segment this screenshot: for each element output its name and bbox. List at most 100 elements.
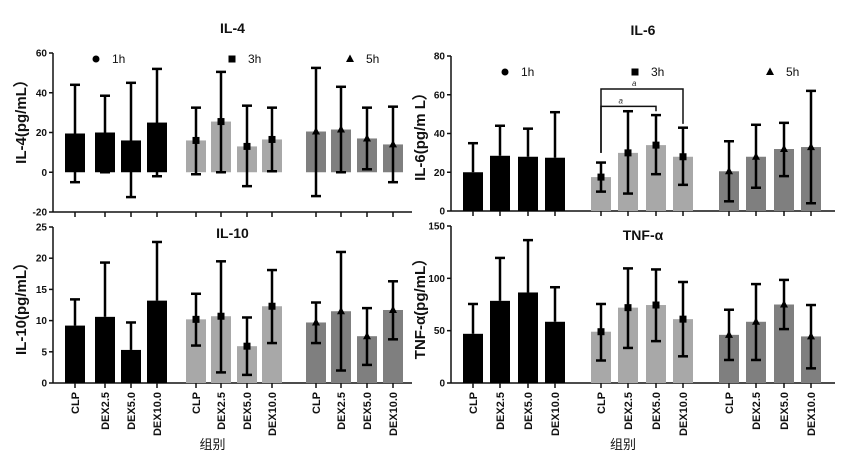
y-tick-label: -20 — [33, 208, 48, 219]
category-label: DEX2.5 — [751, 392, 763, 430]
category-label: DEX10.0 — [388, 392, 400, 436]
series-5h: CLP DEX2.5 DEX5.0 DEX10.0 — [306, 250, 403, 436]
marker-triangle — [752, 152, 760, 160]
legend-label: 3h — [651, 65, 664, 79]
x-axis-label: 组别 — [610, 437, 636, 452]
series-5h — [306, 66, 403, 217]
marker-square — [243, 142, 251, 150]
category-label: DEX10.0 — [678, 392, 690, 436]
y-tick-label: 80 — [434, 52, 446, 63]
category-label: CLP — [468, 392, 480, 414]
category-label: DEX5.0 — [651, 392, 663, 430]
category-label: DEX2.5 — [216, 392, 228, 430]
y-tick-label: 0 — [439, 379, 445, 390]
panel-tnf: TNF-α TNF-α(pg/mL） 0 50 100 150 CLP DEX2.5 DEX5.… — [411, 222, 835, 452]
y-axis-label: TNF-α(pg/mL） — [411, 251, 429, 359]
legend-label: 3h — [248, 52, 261, 66]
panel-il10: IL-10 IL-10(pg/mL） 0 5 10 15 20 25 CLP DEX2.5 DEX5… — [12, 223, 412, 452]
marker-square — [192, 315, 200, 323]
bar — [463, 172, 483, 211]
bar — [646, 305, 666, 383]
series-3h — [591, 109, 693, 216]
marker-triangle — [389, 305, 397, 313]
marker-square — [268, 135, 276, 143]
bar — [591, 177, 611, 211]
series-1h: CLP DEX2.5 DEX5.0 DEX10.0 — [463, 238, 565, 436]
y-tick-label: 40 — [434, 129, 446, 140]
bar — [545, 157, 565, 211]
marker-square — [652, 301, 660, 309]
marker-square — [679, 153, 687, 161]
y-axis-label: IL-6(pg/m L） — [411, 85, 429, 181]
marker-circle — [92, 55, 100, 63]
category-label: CLP — [724, 392, 736, 414]
category-label: CLP — [70, 392, 82, 414]
bar — [774, 149, 794, 211]
category-label: DEX2.5 — [336, 392, 348, 430]
y-axis-label: IL-10(pg/mL） — [12, 255, 30, 355]
series-1h — [463, 110, 565, 216]
marker-square — [243, 342, 251, 350]
series-5h: CLP DEX2.5 DEX5.0 DEX10.0 — [719, 278, 821, 436]
significance-label: a — [619, 96, 624, 105]
y-tick-label: 15 — [36, 285, 48, 296]
marker-square — [217, 312, 225, 320]
marker-square — [192, 136, 200, 144]
category-label: DEX10.0 — [806, 392, 818, 436]
legend-label: 1h — [521, 65, 534, 79]
bar — [646, 145, 666, 211]
bar — [518, 156, 538, 211]
marker-triangle — [312, 317, 320, 326]
marker-square — [268, 302, 276, 310]
category-label: DEX2.5 — [623, 392, 635, 430]
bar — [774, 304, 794, 383]
marker-square — [652, 141, 660, 149]
bar — [95, 316, 115, 383]
chart-title: IL-6 — [631, 22, 656, 38]
y-tick-label: 5 — [41, 347, 47, 358]
category-label: CLP — [596, 392, 608, 414]
y-tick-label: 100 — [428, 274, 445, 285]
marker-triangle — [363, 133, 371, 142]
marker-square — [679, 315, 687, 323]
panel-il4: IL-4 IL-4(pg/mL） -20 0 20 40 60 1h 3h 5h — [12, 20, 412, 219]
category-label: CLP — [311, 392, 323, 414]
category-label: DEX5.0 — [523, 392, 535, 430]
category-label: DEX5.0 — [779, 392, 791, 430]
y-tick-label: 20 — [434, 168, 446, 179]
series-3h — [186, 70, 282, 217]
series-1h — [65, 67, 167, 217]
marker-square — [624, 304, 632, 312]
bar — [65, 325, 85, 383]
marker-triangle — [780, 300, 788, 308]
y-tick-label: 0 — [41, 379, 47, 390]
x-axis-label: 组别 — [199, 437, 225, 452]
category-label: DEX10.0 — [550, 392, 562, 436]
y-tick-label: 20 — [36, 128, 48, 139]
marker-triangle — [725, 330, 733, 338]
series-3h: CLP DEX2.5 DEX5.0 DEX10.0 — [591, 267, 693, 436]
category-label: DEX10.0 — [152, 392, 164, 436]
marker-triangle — [389, 139, 397, 148]
legend-label: 5h — [366, 52, 379, 66]
significance-bracket — [600, 105, 657, 153]
series-3h: CLP DEX2.5 DEX5.0 DEX10.0 — [186, 260, 282, 436]
marker-triangle — [337, 125, 345, 133]
marker-square — [597, 328, 605, 336]
y-tick-label: 0 — [439, 207, 445, 218]
chart-title: TNF-α — [623, 227, 664, 243]
marker-triangle — [807, 142, 815, 151]
chart-title: IL-4 — [220, 20, 245, 36]
bar — [121, 349, 141, 383]
y-tick-label: 60 — [36, 49, 48, 60]
marker-square — [624, 149, 632, 157]
marker-circle — [501, 68, 509, 76]
marker-triangle — [346, 54, 354, 62]
category-label: DEX5.0 — [242, 392, 254, 430]
marker-triangle — [363, 331, 371, 340]
marker-triangle — [807, 331, 815, 340]
y-axis-label: IL-4(pg/mL） — [12, 72, 30, 164]
bar — [262, 306, 282, 383]
panel-il6: IL-6 IL-6(pg/m L） 0 20 40 60 80 1h 3h 5h aa — [411, 22, 835, 218]
category-label: CLP — [191, 392, 203, 414]
